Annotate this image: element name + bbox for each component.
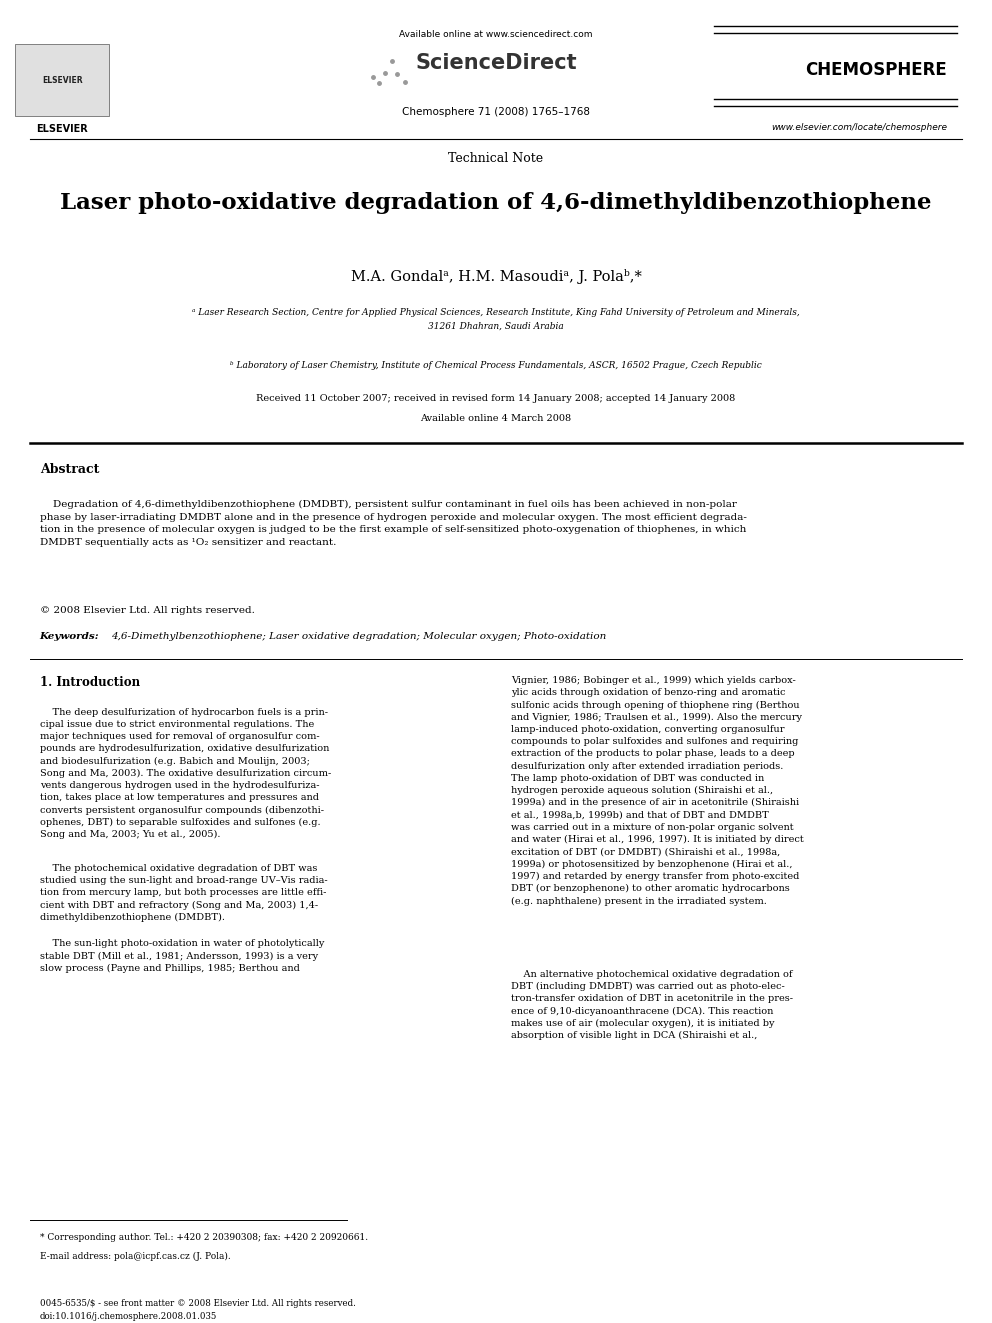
Text: An alternative photochemical oxidative degradation of
DBT (including DMDBT) was : An alternative photochemical oxidative d… [511,970,793,1040]
Text: Keywords:: Keywords: [40,632,99,642]
Text: Degradation of 4,6-dimethyldibenzothiophene (DMDBT), persistent sulfur contamina: Degradation of 4,6-dimethyldibenzothioph… [40,500,747,546]
Text: ᵇ Laboratory of Laser Chemistry, Institute of Chemical Process Fundamentals, ASC: ᵇ Laboratory of Laser Chemistry, Institu… [230,361,762,370]
Text: Received 11 October 2007; received in revised form 14 January 2008; accepted 14 : Received 11 October 2007; received in re… [256,394,736,404]
Text: M.A. Gondalᵃ, H.M. Masoudiᵃ, J. Polaᵇ,*: M.A. Gondalᵃ, H.M. Masoudiᵃ, J. Polaᵇ,* [350,269,642,283]
Text: ScienceDirect: ScienceDirect [416,53,576,73]
Text: 4,6-Dimethylbenzothiophene; Laser oxidative degradation; Molecular oxygen; Photo: 4,6-Dimethylbenzothiophene; Laser oxidat… [111,632,606,642]
Bar [15,44,109,116]
Text: E-mail address: pola@icpf.cas.cz (J. Pola).: E-mail address: pola@icpf.cas.cz (J. Pol… [40,1252,230,1261]
Text: ELSEVIER: ELSEVIER [43,77,82,85]
Text: Available online at www.sciencedirect.com: Available online at www.sciencedirect.co… [399,30,593,40]
Text: 0045-6535/$ - see front matter © 2008 Elsevier Ltd. All rights reserved.
doi:10.: 0045-6535/$ - see front matter © 2008 El… [40,1299,355,1320]
Text: The photochemical oxidative degradation of DBT was
studied using the sun-light a: The photochemical oxidative degradation … [40,864,327,922]
Text: The deep desulfurization of hydrocarbon fuels is a prin-
cipal issue due to stri: The deep desulfurization of hydrocarbon … [40,708,331,839]
Text: 1. Introduction: 1. Introduction [40,676,140,689]
Text: CHEMOSPHERE: CHEMOSPHERE [806,61,947,79]
Text: www.elsevier.com/locate/chemosphere: www.elsevier.com/locate/chemosphere [772,123,947,132]
Text: ᵃ Laser Research Section, Centre for Applied Physical Sciences, Research Institu: ᵃ Laser Research Section, Centre for App… [192,308,800,331]
Text: Vignier, 1986; Bobinger et al., 1999) which yields carbox-
ylic acids through ox: Vignier, 1986; Bobinger et al., 1999) wh… [511,676,804,905]
Text: ELSEVIER: ELSEVIER [37,124,88,135]
Text: © 2008 Elsevier Ltd. All rights reserved.: © 2008 Elsevier Ltd. All rights reserved… [40,606,255,615]
Text: Chemosphere 71 (2008) 1765–1768: Chemosphere 71 (2008) 1765–1768 [402,107,590,118]
Text: The sun-light photo-oxidation in water of photolytically
stable DBT (Mill et al.: The sun-light photo-oxidation in water o… [40,939,324,972]
Text: Abstract: Abstract [40,463,99,476]
Text: Technical Note: Technical Note [448,152,544,165]
Text: Laser photo-oxidative degradation of 4,6-dimethyldibenzothiophene: Laser photo-oxidative degradation of 4,6… [61,192,931,214]
Text: Available online 4 March 2008: Available online 4 March 2008 [421,414,571,423]
Text: * Corresponding author. Tel.: +420 2 20390308; fax: +420 2 20920661.: * Corresponding author. Tel.: +420 2 203… [40,1233,368,1242]
